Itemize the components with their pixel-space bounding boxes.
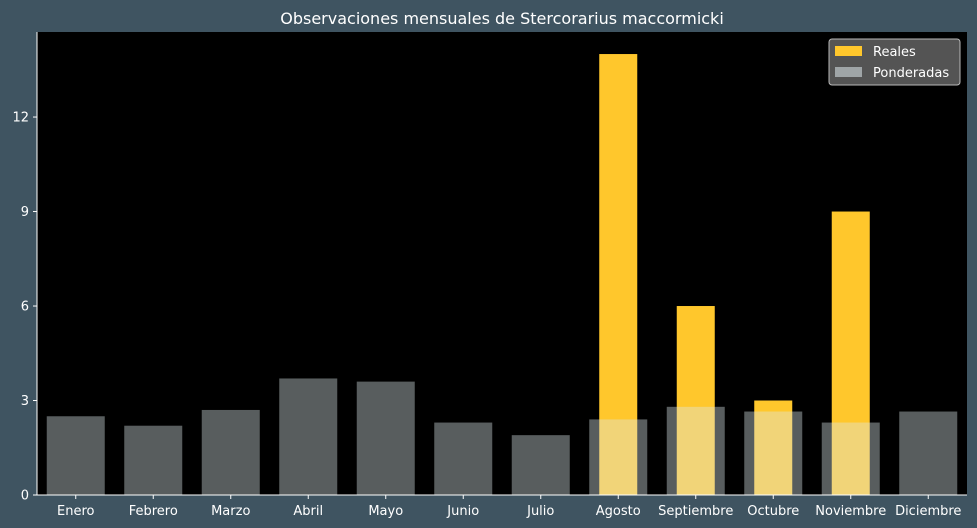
plot-area: [37, 32, 967, 495]
bar-ponderadas-abril: [279, 378, 338, 495]
bar-reales-noviembre: [831, 211, 870, 495]
x-tick-label: Junio: [446, 504, 479, 519]
y-tick-label: 3: [21, 394, 29, 409]
x-tick-label: Noviembre: [815, 504, 886, 519]
legend-label-ponderadas: Ponderadas: [873, 66, 949, 81]
y-tick-label: 0: [21, 489, 29, 504]
axes-group: 0 3 6 9 12 Enero Febrero Marzo Abril Mayo Junio Jul…: [12, 32, 967, 519]
bar-ponderadas-agosto: [589, 419, 648, 495]
bar-ponderadas-febrero: [124, 425, 183, 495]
x-tick-label: Septiembre: [658, 504, 733, 519]
bar-ponderadas-octubre: [744, 411, 803, 495]
x-tick-label: Diciembre: [895, 504, 961, 519]
bar-reales-agosto: [599, 54, 638, 496]
bar-ponderadas-junio: [434, 422, 493, 495]
bar-ponderadas-enero: [46, 416, 105, 495]
x-tick-label: Febrero: [129, 504, 178, 519]
chart-title: Observaciones mensuales de Stercorarius …: [280, 9, 724, 28]
bar-ponderadas-septiembre: [666, 406, 725, 495]
y-tick-label: 6: [21, 300, 29, 315]
legend-swatch-ponderadas: [835, 67, 862, 77]
bar-reales-septiembre: [676, 306, 715, 495]
bar-ponderadas-diciembre: [899, 411, 958, 495]
legend-swatch-reales: [835, 46, 862, 56]
x-tick-label: Octubre: [747, 504, 799, 519]
y-tick-label: 9: [21, 205, 29, 220]
x-tick-label: Agosto: [596, 504, 641, 519]
x-tick-label: Enero: [57, 504, 95, 519]
bars-group: [46, 54, 958, 496]
legend: Reales Ponderadas: [828, 38, 961, 86]
x-tick-label: Marzo: [211, 504, 250, 519]
bar-reales-octubre: [754, 400, 793, 495]
x-tick-label: Abril: [293, 504, 323, 519]
bar-ponderadas-noviembre: [821, 422, 880, 495]
legend-label-reales: Reales: [873, 45, 916, 60]
bar-ponderadas-marzo: [201, 409, 260, 495]
bar-ponderadas-julio: [511, 435, 570, 495]
x-tick-label: Mayo: [368, 504, 403, 519]
bar-ponderadas-mayo: [356, 381, 415, 495]
y-tick-label: 12: [12, 111, 29, 126]
x-tick-label: Julio: [526, 504, 554, 519]
